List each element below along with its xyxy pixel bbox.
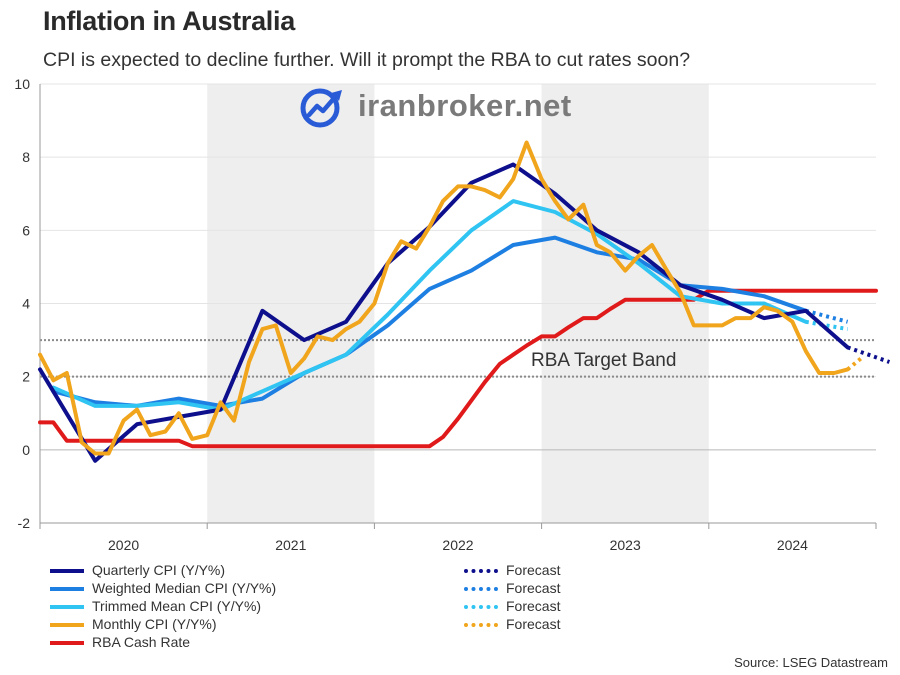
legend-swatch-quarterly bbox=[50, 569, 84, 573]
legend-swatch-forecast-trimmed bbox=[464, 605, 498, 609]
legend-swatch-forecast-monthly bbox=[464, 623, 498, 627]
legend-swatch-cash bbox=[50, 641, 84, 645]
x-tick-label: 2023 bbox=[610, 537, 641, 553]
x-tick-label: 2024 bbox=[777, 537, 808, 553]
legend-label-forecast-monthly: Forecast bbox=[506, 616, 561, 632]
y-tick-label: 6 bbox=[22, 222, 30, 238]
legend-swatch-weighted bbox=[50, 587, 84, 591]
forecast-line-weighted bbox=[805, 308, 849, 324]
legend-swatch-monthly bbox=[50, 623, 84, 627]
legend-label-cash: RBA Cash Rate bbox=[92, 634, 191, 650]
legend-label-weighted: Weighted Median CPI (Y/Y%) bbox=[92, 580, 277, 596]
watermark-text: iranbroker.net bbox=[358, 88, 572, 123]
x-tick-label: 2022 bbox=[442, 537, 473, 553]
target-band-annotation: RBA Target Band bbox=[531, 350, 676, 371]
chart-growth-icon bbox=[300, 88, 342, 128]
y-tick-label: 4 bbox=[22, 296, 30, 312]
legend: Quarterly CPI (Y/Y%) Weighted Median CPI… bbox=[50, 561, 610, 651]
y-tick-label: 2 bbox=[22, 369, 30, 385]
chart-subtitle: CPI is expected to decline further. Will… bbox=[43, 49, 691, 71]
series-line-monthly bbox=[38, 140, 850, 456]
legend-label-quarterly: Quarterly CPI (Y/Y%) bbox=[92, 562, 226, 578]
y-tick-label: 10 bbox=[14, 76, 30, 92]
x-tick-label: 2020 bbox=[108, 537, 139, 553]
forecast-line-trimmed bbox=[805, 319, 848, 332]
y-tick-label: -2 bbox=[18, 515, 31, 531]
forecast-line-monthly bbox=[846, 356, 863, 371]
legend-swatch-forecast-weighted bbox=[464, 587, 498, 591]
legend-label-forecast-quarterly: Forecast bbox=[506, 562, 561, 578]
legend-label-forecast-trimmed: Forecast bbox=[506, 598, 561, 614]
legend-label-monthly: Monthly CPI (Y/Y%) bbox=[92, 616, 217, 632]
y-tick-label: 0 bbox=[22, 442, 30, 458]
legend-label-trimmed: Trimmed Mean CPI (Y/Y%) bbox=[92, 598, 262, 614]
forecast-line-quarterly bbox=[846, 345, 891, 364]
chart-title: Inflation in Australia bbox=[43, 6, 295, 36]
legend-swatch-forecast-quarterly bbox=[464, 569, 498, 573]
series-line-quarterly bbox=[38, 162, 850, 463]
legend-label-forecast-weighted: Forecast bbox=[506, 580, 561, 596]
source-note: Source: LSEG Datastream bbox=[734, 655, 888, 670]
target-band bbox=[40, 339, 876, 378]
watermark: iranbroker.net bbox=[298, 84, 571, 130]
series-lines bbox=[38, 140, 891, 463]
x-tick-label: 2021 bbox=[275, 537, 306, 553]
y-tick-label: 8 bbox=[22, 149, 30, 165]
legend-swatch-trimmed bbox=[50, 605, 84, 609]
series-line-cash bbox=[38, 288, 878, 449]
axes: -2 0 2 4 6 8 10 2020 2021 2022 2023 2024 bbox=[14, 76, 877, 553]
